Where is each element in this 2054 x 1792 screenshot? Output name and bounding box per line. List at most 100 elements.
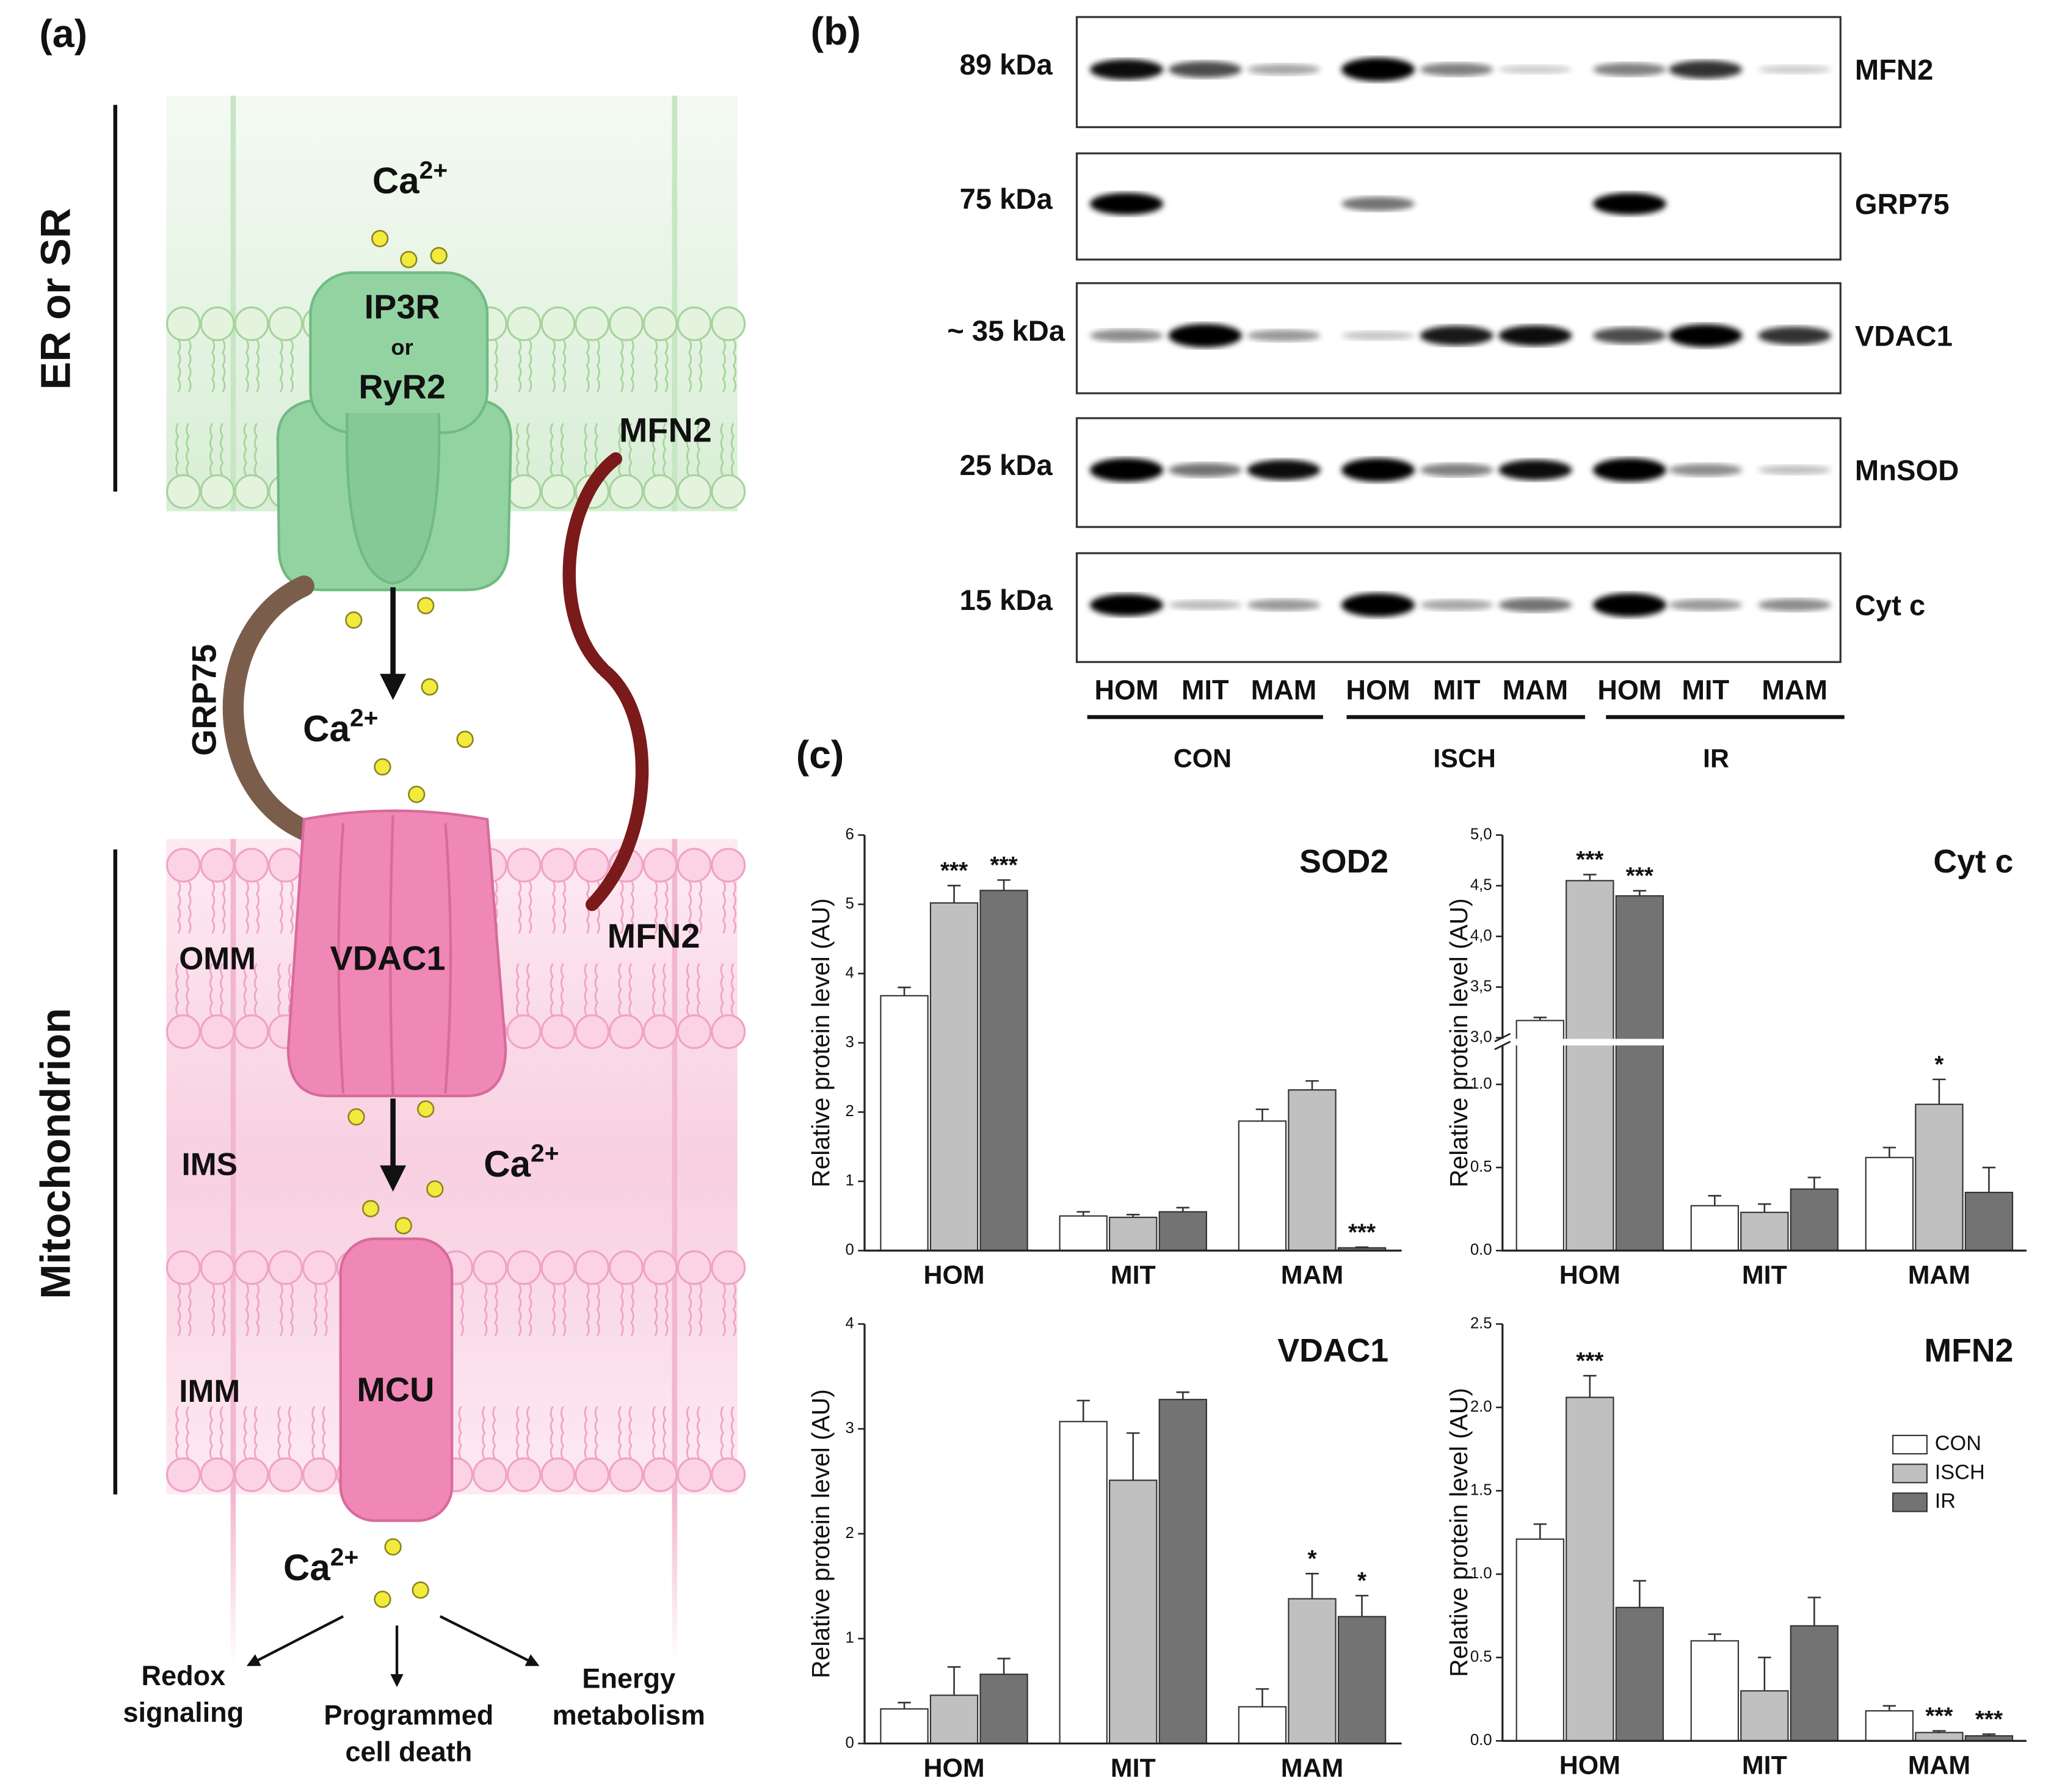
lipid-tail	[243, 963, 247, 1017]
lipid-tail	[720, 423, 724, 477]
lipid-tail	[211, 339, 216, 393]
marker-label: 25 kDa	[960, 449, 1053, 482]
lane-label: MIT	[1433, 675, 1481, 706]
error-bar	[1932, 1730, 1946, 1733]
lipid-head	[677, 1250, 712, 1285]
lipid-tail	[186, 963, 190, 1017]
lipid-head	[575, 306, 610, 341]
lipid-tail	[186, 1406, 190, 1460]
axes	[1501, 835, 2027, 1252]
lipid-head	[506, 847, 542, 883]
mfn2-tether	[585, 664, 649, 912]
bar	[1515, 1538, 1564, 1742]
band	[1247, 63, 1321, 75]
x-tick-label: MAM	[1908, 1751, 1970, 1780]
lipid-tail	[288, 1406, 292, 1460]
error-bar	[1533, 1017, 1547, 1021]
lipid-tail	[211, 1283, 216, 1337]
error-bar	[1633, 890, 1647, 896]
group-label: IR	[1703, 744, 1729, 774]
lipid-tail	[517, 339, 522, 393]
lipid-tail	[630, 880, 634, 934]
lane-label: MIT	[1181, 675, 1229, 706]
lipid-tail	[324, 1283, 328, 1337]
lipid-tail	[460, 1283, 464, 1337]
calcium-label: Ca2+	[484, 1139, 559, 1184]
lipid-tail	[482, 1406, 486, 1460]
x-tick-label: MIT	[1111, 1261, 1156, 1290]
lipid-tail	[662, 423, 667, 477]
band	[1089, 329, 1164, 342]
y-tick-label: 3,5	[1470, 978, 1492, 995]
bar	[1059, 1421, 1108, 1744]
bar	[1158, 1211, 1207, 1252]
grp75-tether	[222, 575, 314, 841]
band	[1247, 329, 1321, 342]
band	[1089, 593, 1164, 616]
x-tick-label: HOM	[1559, 1751, 1620, 1780]
lipid-head	[540, 306, 576, 341]
outcome-label: Programmed	[324, 1700, 493, 1731]
lipid-tail	[311, 1406, 316, 1460]
lipid-tail	[245, 1283, 249, 1337]
lipid-head	[642, 1457, 678, 1492]
lipid-tail	[584, 963, 588, 1017]
channel-label: or	[391, 335, 413, 360]
legend-swatch	[1892, 1434, 1928, 1455]
significance: *	[1934, 1052, 1943, 1078]
bar	[929, 902, 979, 1252]
band	[1420, 62, 1493, 76]
lipid-tail	[697, 1406, 701, 1460]
lipid-tail	[177, 339, 181, 393]
lipid-tail	[630, 339, 634, 393]
lipid-tail	[686, 963, 691, 1017]
calcium-ion	[408, 785, 426, 803]
lipid-tail	[720, 1406, 724, 1460]
lipid-tail	[550, 1406, 554, 1460]
legend-swatch	[1892, 1492, 1928, 1512]
bar	[1690, 1205, 1740, 1252]
lipid-head	[506, 1457, 542, 1492]
lipid-tail	[562, 339, 567, 393]
lipid-tail	[730, 963, 735, 1017]
bar	[1915, 1732, 1964, 1742]
calcium-ion	[347, 1108, 365, 1126]
error-bar	[1882, 1705, 1896, 1711]
calcium-ion	[374, 758, 391, 776]
filament	[230, 1494, 236, 1665]
lipid-tail	[243, 1406, 247, 1460]
protein-label: GRP75	[1855, 189, 1950, 221]
lipid-tail	[618, 1406, 622, 1460]
error-bar	[1807, 1177, 1821, 1189]
lipid-head	[711, 1014, 746, 1050]
significance: ***	[1576, 847, 1603, 873]
panel-label: (c)	[796, 733, 844, 777]
protein-label: VDAC1	[1855, 320, 1953, 352]
lipid-tail	[277, 963, 281, 1017]
lipid-tail	[245, 339, 249, 393]
band	[1592, 62, 1666, 76]
calcium-ion	[412, 1581, 429, 1599]
x-tick-label: MIT	[1111, 1754, 1156, 1783]
band	[1420, 325, 1493, 346]
vdac1-pore	[286, 809, 507, 1098]
axis-break	[1494, 1032, 1511, 1050]
y-tick-label: 4	[845, 964, 854, 981]
lipid-tail	[652, 423, 656, 477]
calcium-ion	[345, 611, 363, 629]
membrane-label: IMS	[182, 1146, 238, 1181]
lipid-head	[268, 847, 303, 883]
lipid-tail	[732, 880, 737, 934]
band	[1089, 458, 1164, 482]
bar-charts: (c) 0 1 2 3 4 5 6 Relative protein level (AU) SO…	[796, 733, 2027, 1783]
significance: ***	[1626, 863, 1653, 890]
lipid-tail	[630, 1283, 634, 1337]
lipid-tail	[175, 963, 180, 1017]
error-bar	[1305, 1080, 1319, 1090]
lipid-tail	[289, 1283, 294, 1337]
lipid-head	[609, 1457, 644, 1492]
y-tick-label: 2.5	[1470, 1315, 1492, 1332]
chart-title: VDAC1	[1277, 1332, 1388, 1369]
lipid-head	[234, 1014, 269, 1050]
bar	[1740, 1211, 1789, 1252]
